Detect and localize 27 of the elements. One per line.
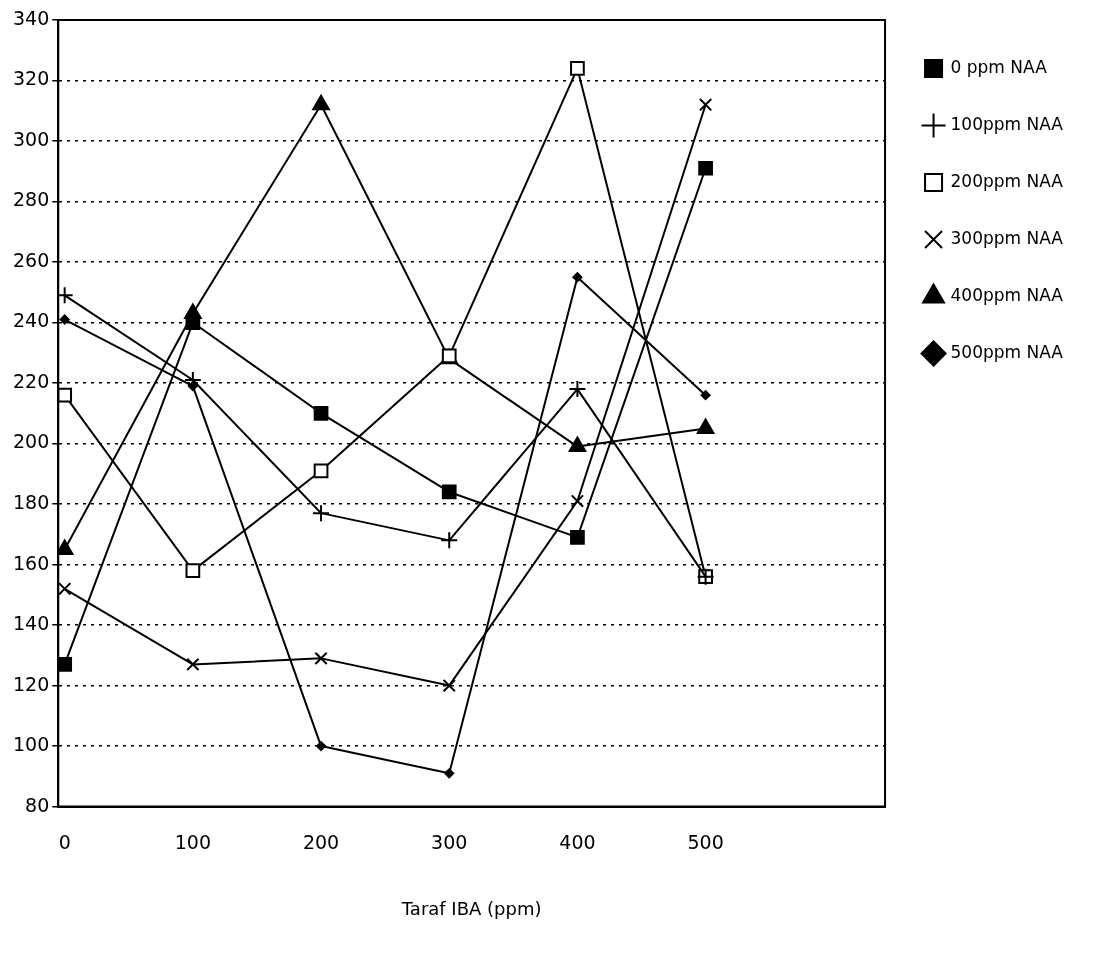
legend-label: 100ppm NAA — [950, 113, 1064, 134]
y-tick-label: 100 — [13, 733, 50, 756]
x-tick-label: 500 — [687, 830, 724, 853]
y-tick-label: 200 — [13, 430, 50, 453]
legend-label: 300ppm NAA — [950, 227, 1064, 248]
y-tick-label: 300 — [13, 127, 50, 150]
y-tick-label: 240 — [13, 309, 50, 332]
legend-label: 0 ppm NAA — [950, 56, 1048, 77]
x-axis-title: Taraf IBA (ppm) — [400, 897, 542, 919]
y-tick-label: 180 — [13, 491, 50, 513]
x-tick-label: 0 — [58, 830, 71, 853]
y-tick-label: 220 — [13, 369, 50, 392]
y-tick-label: 140 — [13, 612, 50, 635]
y-tick-label: 320 — [13, 67, 50, 90]
legend-label: 400ppm NAA — [950, 284, 1064, 305]
legend-label: 500ppm NAA — [950, 341, 1064, 362]
x-tick-label: 400 — [559, 830, 596, 853]
x-tick-label: 100 — [174, 830, 211, 853]
x-tick-label: 200 — [302, 830, 340, 853]
y-tick-label: 280 — [13, 188, 50, 211]
y-tick-label: 120 — [13, 672, 50, 695]
y-tick-label: 340 — [13, 6, 50, 29]
y-tick-label: 80 — [25, 793, 50, 816]
x-tick-label: 300 — [431, 830, 468, 853]
legend-label: 200ppm NAA — [950, 170, 1064, 191]
y-tick-label: 260 — [13, 248, 50, 271]
y-tick-label: 160 — [13, 551, 50, 574]
